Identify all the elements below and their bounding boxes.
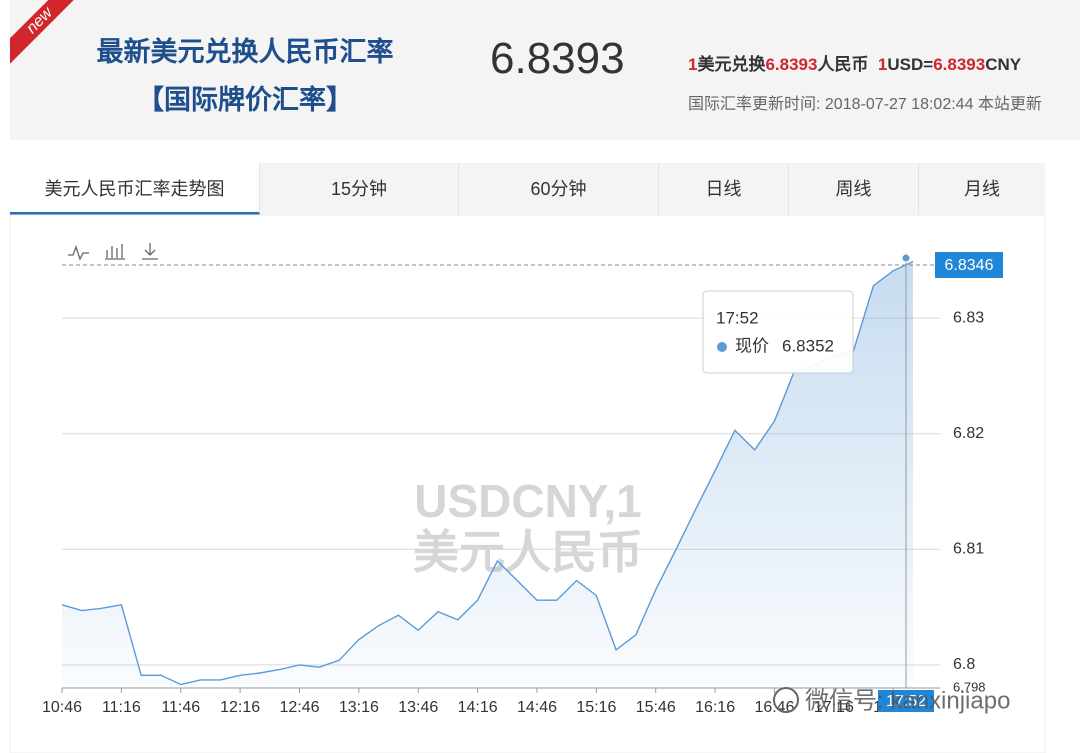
current-label: 6.8346 xyxy=(945,257,994,274)
x-tick-label: 17:46 xyxy=(873,699,913,716)
text: USD= xyxy=(887,55,934,74)
chart-frame xyxy=(9,214,1046,753)
x-tick-label: 13:46 xyxy=(398,699,438,716)
text: 1 xyxy=(688,55,698,74)
line xyxy=(61,260,914,686)
x-tick-label: 15:16 xyxy=(576,699,616,716)
icon-line[interactable] xyxy=(68,245,89,261)
x-tick-label: 13:16 xyxy=(339,699,379,716)
watermark: USDCNY,1 xyxy=(414,475,642,527)
watermark: 美元人民币 xyxy=(413,526,643,578)
text: 6.8393 xyxy=(765,55,818,74)
text: 1 xyxy=(877,55,888,74)
x-tick-label: 12:46 xyxy=(279,699,319,716)
tooltip-value: 6.8352 xyxy=(782,336,834,355)
text: 人民币 xyxy=(817,55,869,74)
toolbar xyxy=(68,243,158,261)
tooltip xyxy=(702,290,854,374)
icon-download[interactable] xyxy=(142,243,158,260)
tooltip-time: 17:52 xyxy=(716,308,759,327)
x-tick-label: 11:16 xyxy=(102,699,141,716)
y-tick-label: 6.81 xyxy=(953,541,984,558)
x-tick-label: 10:46 xyxy=(42,699,82,716)
tab[interactable]: 60分钟 xyxy=(459,163,659,215)
title: 最新美元兑换人民币汇率 xyxy=(96,37,394,67)
tooltip-name: 现价 xyxy=(735,336,769,355)
tooltip-dot xyxy=(717,342,727,352)
text: 6.8393 xyxy=(933,55,986,74)
tab[interactable]: 日线 xyxy=(659,163,789,215)
x-tick-label: 16:46 xyxy=(754,699,794,716)
y-tick-label: 6.83 xyxy=(953,309,984,326)
area-fill xyxy=(62,261,913,688)
crosshair-label: 17:52 xyxy=(886,693,926,710)
conversion: 1美元兑换6.8393人民币 1USD=6.8393CNY xyxy=(688,50,1021,75)
wechat-icon xyxy=(773,687,799,713)
text: CNY xyxy=(985,55,1022,74)
tab[interactable]: 15分钟 xyxy=(260,163,459,215)
icon-bar[interactable] xyxy=(105,244,125,260)
hover-point xyxy=(901,253,911,263)
x-tick-label: 17:16 xyxy=(814,699,854,716)
x-tick-label: 11:46 xyxy=(161,699,200,716)
y-tick-label: 6.8 xyxy=(953,656,975,673)
tab[interactable]: 周线 xyxy=(789,163,919,215)
x-tick-label: 16:16 xyxy=(695,699,735,716)
x-tick-label: 14:46 xyxy=(517,699,557,716)
title: 【国际牌价汇率】 xyxy=(137,85,353,115)
header: new 最新美元兑换人民币汇率 【国际牌价汇率】 6.8393 1美元兑换6.8… xyxy=(10,0,1080,140)
x-tick-label: 14:16 xyxy=(458,699,498,716)
y-tick-label: 6.82 xyxy=(953,425,984,442)
y-tick-label: 6.798 xyxy=(953,679,986,694)
text: 美元兑换 xyxy=(697,55,766,74)
update-time: 国际汇率更新时间: 2018-07-27 18:02:44 本站更新 xyxy=(688,96,1042,113)
current-box xyxy=(935,251,1003,278)
x-tick-label: 12:16 xyxy=(220,699,260,716)
series xyxy=(61,260,914,688)
crosshair-box xyxy=(878,690,934,712)
tabs: 美元人民币汇率走势图 15分钟 60分钟 日线 周线 月线 xyxy=(10,163,1045,215)
rate: 6.8393 xyxy=(490,34,625,83)
tab[interactable]: 美元人民币汇率走势图 xyxy=(10,163,260,215)
tab[interactable]: 月线 xyxy=(964,179,1000,199)
wechat-watermark: 微信号: kanxinjiapo xyxy=(805,687,1010,714)
x-tick-label: 15:46 xyxy=(636,699,676,716)
